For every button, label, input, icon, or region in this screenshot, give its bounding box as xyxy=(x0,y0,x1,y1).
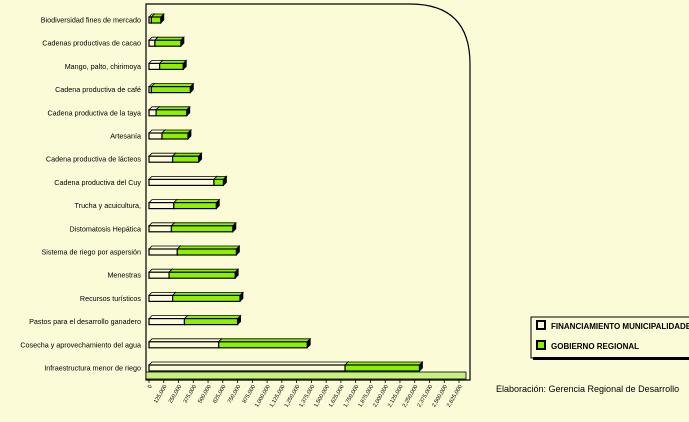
category-label: Recursos turísticos xyxy=(80,294,142,303)
category-label: Cadena productiva de café xyxy=(55,85,141,94)
x-tick-label: 0 xyxy=(147,384,154,390)
category-label: Cadena productiva de la taya xyxy=(47,108,141,117)
bar-regional xyxy=(150,13,165,24)
category-label: Cadenas productivas de cacao xyxy=(42,39,141,48)
bar-regional xyxy=(153,36,185,48)
category-label: Distomatosis Hepática xyxy=(69,224,141,233)
category-label: Cadena productiva del Cuy xyxy=(54,178,141,187)
x-tick-label: 125,000 xyxy=(153,384,168,405)
legend-box xyxy=(530,316,689,359)
plot-floor xyxy=(145,371,467,380)
category-label: Pastos para el desarrollo ganadero xyxy=(29,317,141,326)
x-tick-label: 500,000 xyxy=(197,384,212,405)
x-tick-label: 625,000 xyxy=(212,384,227,405)
bar-regional xyxy=(171,291,244,303)
category-label: Trucha y acuicultura, xyxy=(75,201,141,210)
source-note: Elaboración: Gerencia Regional de Desarr… xyxy=(496,384,679,394)
bar-municipal xyxy=(148,245,182,256)
x-tick-label: 375,000 xyxy=(183,384,198,405)
bar-municipal xyxy=(148,361,350,372)
bar-regional xyxy=(212,175,228,187)
x-tick-label: 2,625,000 xyxy=(446,384,464,409)
bar-municipal xyxy=(148,175,218,187)
bar-municipal xyxy=(148,198,178,210)
category-label: Biodiversidad fines de mercado xyxy=(41,16,141,25)
bar-municipal xyxy=(148,314,189,326)
category-label: Cadena productiva de lácteos xyxy=(46,155,142,164)
bar-regional xyxy=(344,361,424,372)
legend-swatch-municipal xyxy=(536,320,546,330)
plot-frame xyxy=(145,3,471,381)
bar-municipal xyxy=(148,337,223,349)
bar-regional xyxy=(172,198,221,210)
bar-regional xyxy=(183,314,242,326)
x-tick-label: 875,000 xyxy=(242,384,257,405)
category-label: Menestras xyxy=(107,271,141,280)
legend-label-regional: GOBIERNO REGIONAL xyxy=(551,342,639,351)
bar-regional xyxy=(155,105,191,117)
category-label: Artesanía xyxy=(110,132,141,141)
bar-municipal xyxy=(148,291,177,303)
bar-regional xyxy=(158,59,188,71)
legend-shadow xyxy=(533,357,689,360)
bar-municipal xyxy=(148,152,177,164)
category-label: Infraestructura menor de riego xyxy=(44,364,141,373)
legend-swatch-regional xyxy=(536,340,546,350)
bar-regional xyxy=(217,337,312,349)
bar-regional xyxy=(170,221,237,233)
bar-regional xyxy=(161,129,192,140)
category-label: Mango, palto, chirimoya xyxy=(65,62,141,71)
category-label: Sistema de riego por aspersión xyxy=(42,248,141,257)
bar-regional xyxy=(171,152,203,164)
bar-regional xyxy=(168,268,240,280)
legend-label-municipal: FINANCIAMIENTO MUNICIPALIDADES xyxy=(551,322,689,331)
x-tick-label: 250,000 xyxy=(168,384,183,405)
bar-regional xyxy=(176,245,241,256)
category-label: Cosecha y aprovechamiento del agua xyxy=(20,340,141,349)
bar-regional xyxy=(150,82,195,94)
bar-municipal xyxy=(148,221,176,233)
x-tick-label: 750,000 xyxy=(227,384,242,405)
